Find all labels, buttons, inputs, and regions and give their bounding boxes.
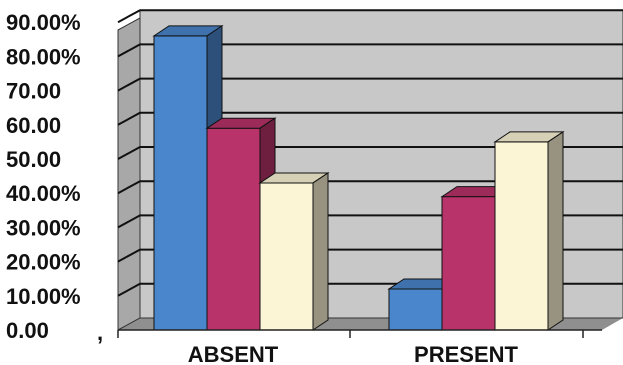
bar-front	[388, 288, 443, 331]
chart-side-wall	[117, 17, 141, 331]
gridline	[117, 43, 623, 58]
bar-front	[494, 141, 549, 331]
y-tick-label: 50.00	[6, 147, 61, 172]
y-tick-label: 80.00%	[6, 44, 81, 69]
gridline	[117, 180, 623, 195]
stray-mark: ,	[97, 320, 103, 345]
y-tick-label: 90.00%	[6, 10, 81, 35]
x-category-labels: ABSENT PRESENT	[188, 342, 519, 365]
x-category-label: ABSENT	[188, 342, 279, 365]
bar-front	[441, 196, 496, 331]
y-tick-label: 60.00	[6, 113, 61, 138]
y-tick-label: 20.00%	[6, 250, 81, 275]
gridline	[117, 111, 623, 126]
bar-side	[312, 172, 329, 331]
gridline	[117, 146, 623, 160]
bar-front	[206, 127, 261, 331]
gridline	[117, 77, 623, 92]
y-tick-label: 0.00	[6, 318, 49, 343]
bars	[152, 24, 565, 331]
y-tick-label: 10.00%	[6, 284, 81, 309]
bar-side	[547, 130, 564, 331]
x-category-label: PRESENT	[414, 342, 518, 365]
y-tick-label: 40.00%	[6, 181, 81, 206]
bar-front	[259, 182, 314, 331]
y-tick-labels: 0.00 10.00% 20.00% 30.00% 40.00% 50.00 60.00 70…	[6, 10, 81, 343]
y-tick-label: 30.00%	[6, 215, 81, 240]
y-tick-label: 70.00	[6, 79, 61, 104]
gridline	[117, 9, 623, 24]
bar-front	[153, 35, 208, 331]
